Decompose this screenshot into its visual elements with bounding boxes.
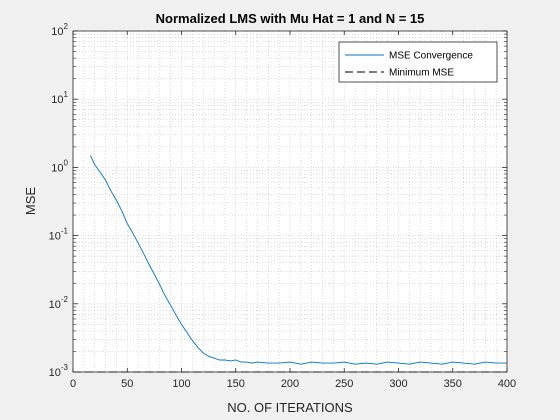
- legend: MSE Convergence Minimum MSE: [338, 41, 498, 83]
- x-tick-label: 300: [389, 378, 407, 390]
- x-axis-ticks: 0 50 100 150 200 250 300 350 400: [70, 31, 516, 390]
- x-tick-label: 150: [227, 378, 245, 390]
- x-axis-label: NO. OF ITERATIONS: [227, 400, 353, 415]
- y-axis-label: MSE: [23, 187, 38, 216]
- x-tick-label: 350: [444, 378, 462, 390]
- x-tick-label: 250: [335, 378, 353, 390]
- x-tick-label: 200: [281, 378, 299, 390]
- legend-box: [338, 41, 498, 83]
- series-line-mse-convergence: [89, 155, 507, 365]
- x-tick-label: 50: [121, 378, 133, 390]
- y-tick-label: 10-3: [49, 363, 69, 379]
- y-tick-label: 10-2: [49, 295, 69, 311]
- chart-title: Normalized LMS with Mu Hat = 1 and N = 1…: [156, 11, 425, 26]
- x-tick-label: 0: [70, 378, 76, 390]
- legend-label-minimum-mse: Minimum MSE: [389, 68, 454, 79]
- x-tick-label: 400: [498, 378, 516, 390]
- y-tick-label: 102: [51, 22, 68, 38]
- y-axis-ticks: 10-3 10-2 10-1 100 101 102: [49, 22, 507, 379]
- y-tick-label: 101: [51, 90, 68, 106]
- x-tick-label: 100: [172, 378, 190, 390]
- y-tick-label: 10-1: [49, 227, 69, 243]
- y-tick-label: 100: [51, 158, 68, 174]
- legend-label-mse-convergence: MSE Convergence: [389, 51, 473, 62]
